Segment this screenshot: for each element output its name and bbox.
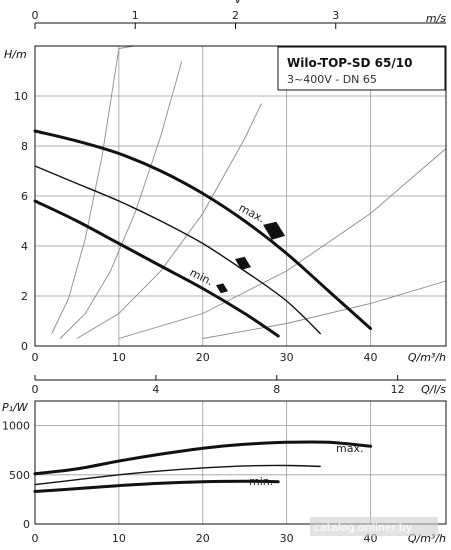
power-curve-3 (33, 479, 280, 493)
velocity-tick-label: 1 (132, 9, 139, 22)
flow-ls-tick-label: 0 (32, 383, 39, 396)
model-info-frame (277, 46, 446, 91)
system-curve-5 (202, 280, 447, 339)
power-y-tick-labels: 0 500 1000 (2, 420, 30, 531)
power-min-label: min. (249, 475, 273, 488)
power-x-tick-labels: 0 10 20 30 40 (32, 532, 378, 545)
speed-marker-mid (235, 256, 251, 270)
head-x-axis-title: Q/m³/h (408, 351, 446, 364)
power-x-tick-label: 20 (196, 532, 210, 545)
flow-ls-axis-title: Q/l/s (421, 383, 446, 396)
head-curves (33, 129, 372, 338)
head-min-label: min. (188, 266, 215, 288)
flow-ls-tick-label: 4 (152, 383, 159, 396)
head-curve-1 (33, 129, 372, 330)
system-curve-1 (51, 45, 135, 334)
head-y-tick-label: 10 (14, 90, 28, 103)
head-y-tick-labels: 0 2 4 6 8 10 (14, 90, 28, 353)
head-x-tick-labels: 0 10 20 30 40 (32, 351, 378, 364)
velocity-tick-labels: 0 1 2 3 (32, 9, 339, 29)
flow-ls-tick-label: 12 (391, 383, 405, 396)
head-y-tick-label: 6 (21, 190, 28, 203)
power-x-tick-label: 0 (32, 532, 39, 545)
power-x-tick-label: 10 (112, 532, 126, 545)
power-curve-1 (33, 440, 372, 476)
head-y-axis-title: H/m (4, 48, 27, 61)
power-plot-frame (34, 400, 447, 525)
velocity-axis-title: v (235, 0, 242, 6)
watermark-text: catalog.onliner.by (314, 521, 413, 534)
head-y-tick-label: 8 (21, 140, 28, 153)
head-y-tick-label: 2 (21, 290, 28, 303)
velocity-tick-label: 3 (332, 9, 339, 22)
model-subtitle: 3~400V - DN 65 (287, 73, 377, 86)
head-plot-frame (34, 45, 447, 347)
speed-marker-max (263, 221, 286, 240)
speed-marker-min (216, 283, 228, 294)
system-curves (51, 45, 447, 339)
head-x-tick-label: 10 (112, 351, 126, 364)
head-x-tick-label: 20 (196, 351, 210, 364)
power-y-tick-label: 1000 (2, 420, 30, 433)
flow-ls-tick-label: 8 (273, 383, 280, 396)
power-curves (33, 440, 372, 493)
system-curve-3 (76, 103, 262, 339)
power-curve-2 (34, 464, 321, 486)
power-max-label: max. (336, 442, 363, 455)
power-x-tick-label: 30 (280, 532, 294, 545)
head-x-tick-label: 30 (280, 351, 294, 364)
head-y-tick-label: 4 (21, 240, 28, 253)
head-max-label: max. (237, 201, 267, 225)
watermark-backdrop (310, 517, 438, 536)
head-curve-2 (34, 165, 321, 335)
power-y-axis-title: P₁/W (2, 401, 29, 414)
power-grid (35, 401, 446, 524)
power-y-tick-label: 0 (23, 518, 30, 531)
head-x-tick-label: 40 (364, 351, 378, 364)
velocity-tick-label: 0 (32, 9, 39, 22)
head-y-tick-label: 0 (21, 340, 28, 353)
velocity-axis-unit: m/s (426, 12, 446, 25)
power-y-tick-label: 500 (9, 469, 30, 482)
head-grid (35, 46, 446, 346)
model-info-box: Wilo-TOP-SD 65/10 3~400V - DN 65 (277, 46, 446, 91)
flow-ls-tick-labels: 0 4 8 12 (32, 375, 405, 396)
watermark: catalog.onliner.by (310, 517, 438, 536)
model-title: Wilo-TOP-SD 65/10 (287, 56, 412, 70)
system-curve-4 (118, 148, 447, 339)
system-curve-2 (59, 60, 183, 339)
speed-markers (216, 221, 286, 294)
head-x-tick-label: 0 (32, 351, 39, 364)
head-curve-3 (33, 199, 280, 338)
velocity-tick-label: 2 (232, 9, 239, 22)
